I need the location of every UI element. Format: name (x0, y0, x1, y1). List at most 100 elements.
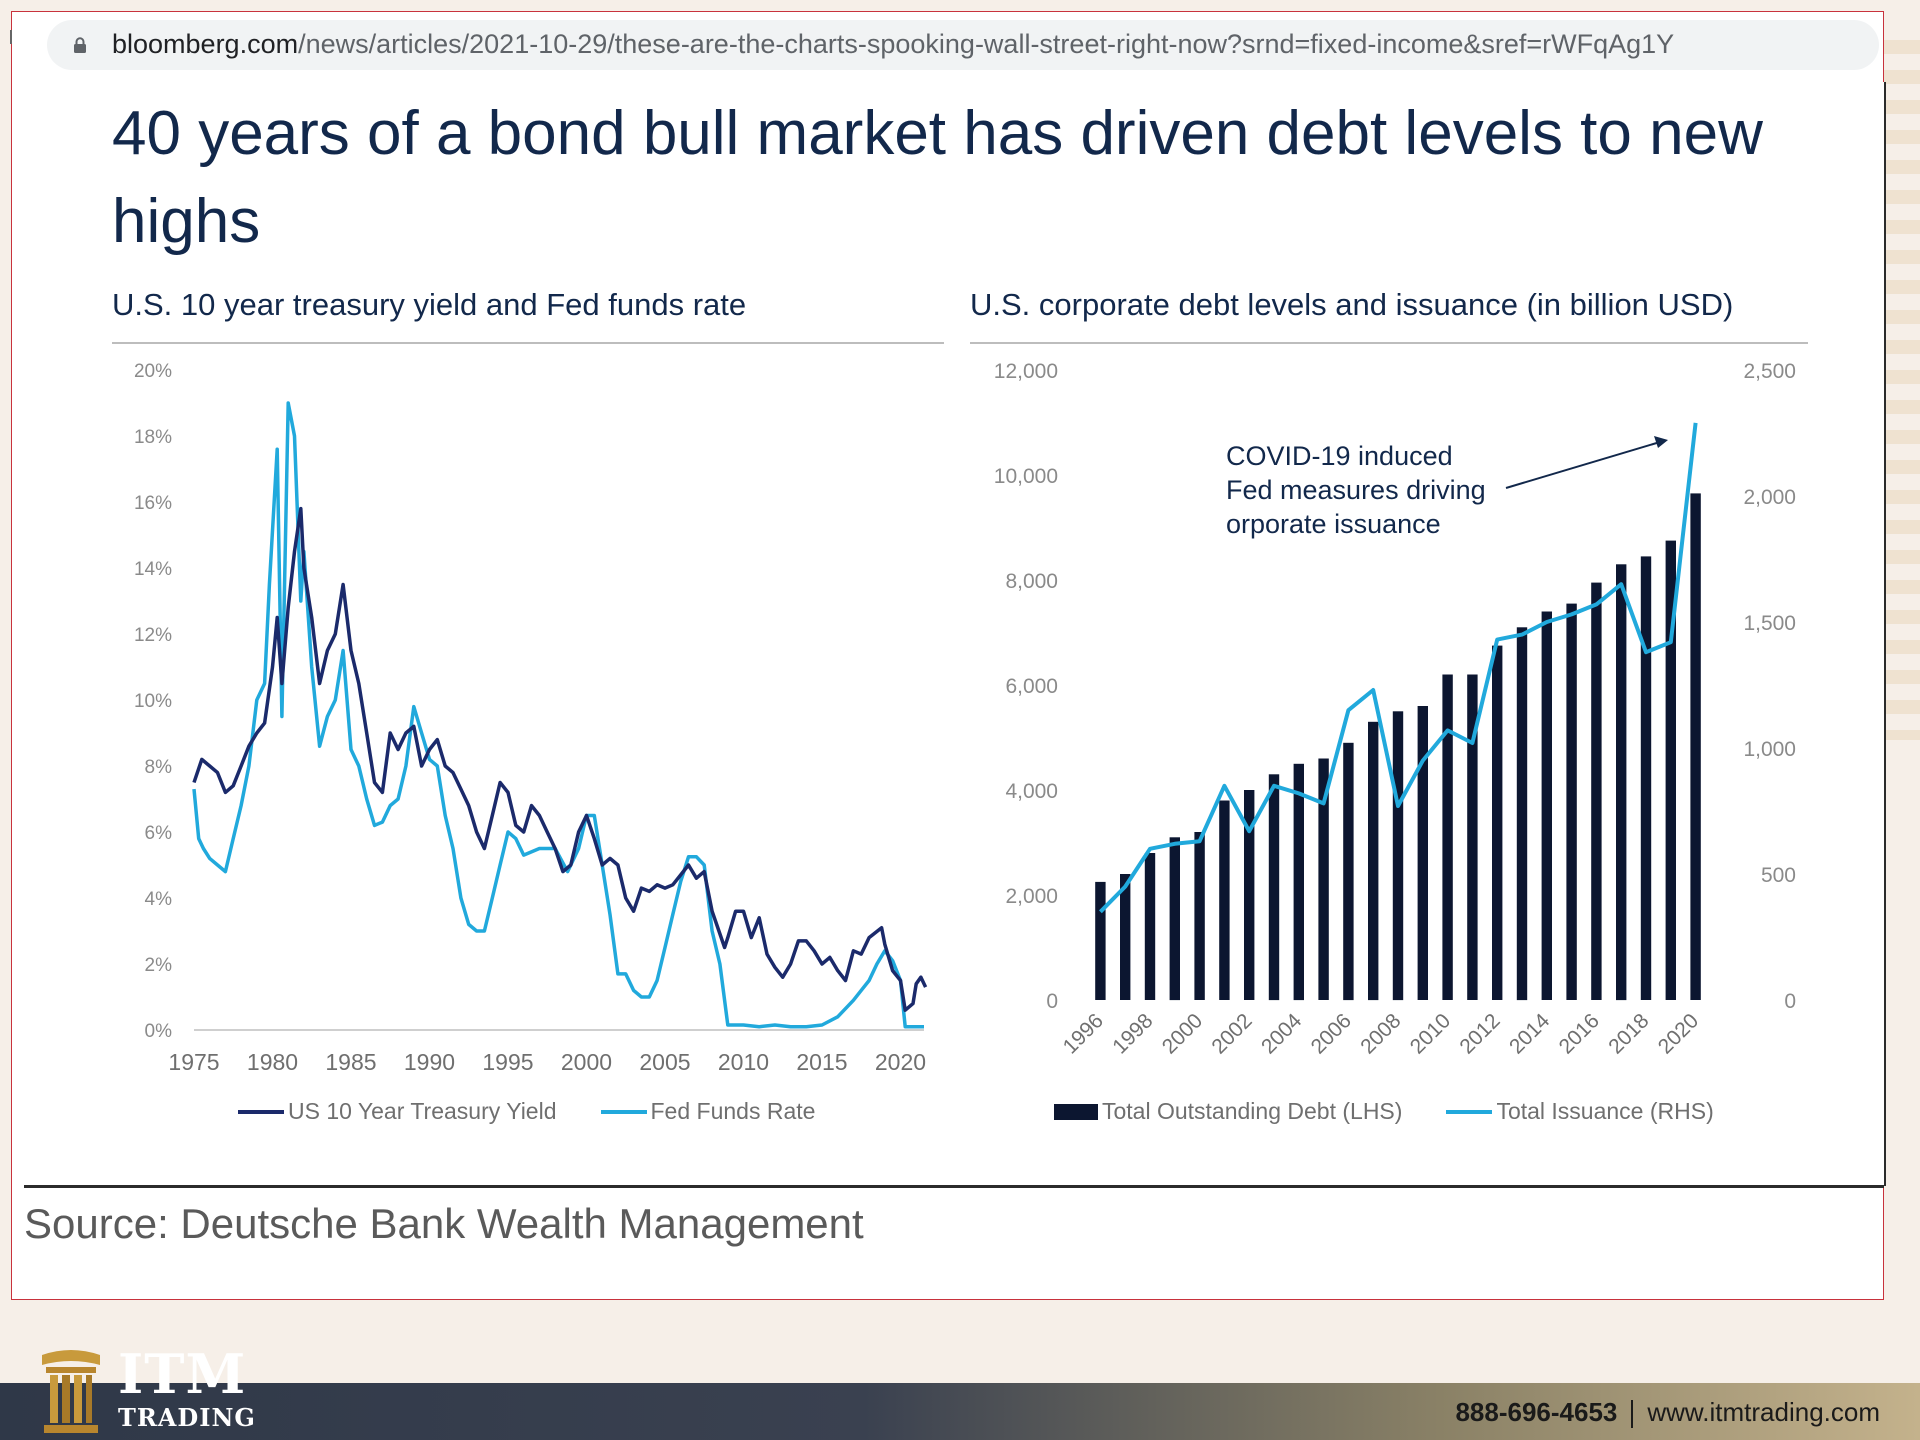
left-y-tick-label: 2,000 (1005, 885, 1058, 908)
y-tick-label: 18% (134, 427, 172, 448)
debt-bar (1318, 758, 1329, 1000)
x-tick-label: 1996 (1059, 1009, 1108, 1058)
right-y-tick-label: 2,500 (1743, 360, 1796, 383)
legend-swatch-issuance (1446, 1109, 1493, 1114)
x-tick-label: 2006 (1307, 1009, 1356, 1058)
debt-bar (1566, 603, 1577, 1000)
legend-label-fed-funds: Fed Funds Rate (650, 1098, 816, 1124)
y-tick-label: 12% (134, 625, 172, 646)
right-y-tick-label: 1,500 (1743, 612, 1796, 635)
x-tick-label: 2002 (1207, 1009, 1256, 1058)
left-chart-legend: US 10 Year Treasury Yield Fed Funds Rate (238, 1098, 815, 1125)
y-tick-label: 20% (134, 361, 172, 382)
x-tick-label: 2014 (1505, 1009, 1555, 1059)
debt-bar (1665, 540, 1676, 1000)
tab-edge-mark (10, 30, 12, 44)
footer-bar (0, 1383, 1920, 1440)
url-path: /news/articles/2021-10-29/these-are-the-… (298, 29, 1675, 59)
x-tick-label: 1990 (404, 1049, 455, 1075)
legend-label-outstanding-debt: Total Outstanding Debt (LHS) (1102, 1098, 1403, 1124)
x-tick-label: 2016 (1555, 1009, 1604, 1058)
website-link[interactable]: www.itmtrading.com (1647, 1397, 1880, 1427)
debt-bar (1244, 790, 1255, 1000)
phone-number: 888-696-4653 (1455, 1397, 1618, 1427)
itm-brand: ITM TRADING (118, 1344, 256, 1432)
left-y-tick-label: 12,000 (994, 360, 1058, 383)
x-tick-label: 1998 (1108, 1009, 1157, 1058)
debt-bar (1194, 832, 1205, 1000)
left-y-tick-label: 0 (1046, 990, 1058, 1013)
left-chart-title-rule (112, 342, 944, 344)
right-y-tick-label: 0 (1784, 990, 1796, 1013)
x-tick-label: 2020 (1654, 1009, 1703, 1058)
notes-divider (24, 1185, 1884, 1188)
lock-icon (74, 37, 86, 53)
footer-contact: 888-696-4653 www.itmtrading.com (1455, 1397, 1880, 1429)
debt-bar (1690, 493, 1701, 1000)
contact-separator (1631, 1400, 1634, 1429)
legend-label-treasury: US 10 Year Treasury Yield (288, 1098, 557, 1124)
y-tick-label: 6% (145, 823, 173, 844)
y-tick-label: 4% (145, 889, 173, 910)
right-y-tick-label: 2,000 (1743, 486, 1796, 509)
source-caption: Source: Deutsche Bank Wealth Management (24, 1200, 864, 1247)
browser-url-bar[interactable]: bloomberg.com/news/articles/2021-10-29/t… (47, 20, 1879, 70)
brand-name: ITM (118, 1342, 247, 1406)
y-tick-label: 2% (145, 955, 173, 976)
debt-bar (1293, 763, 1304, 1001)
x-tick-label: 2004 (1257, 1009, 1307, 1059)
debt-bar (1368, 721, 1379, 1001)
legend-swatch-fed-funds (600, 1109, 647, 1114)
left-y-tick-label: 6,000 (1005, 675, 1058, 698)
debt-bar (1169, 837, 1180, 1001)
debt-bar (1120, 874, 1131, 1000)
debt-bar (1516, 627, 1528, 1001)
x-tick-label: 2005 (639, 1049, 690, 1075)
x-tick-label: 1980 (247, 1049, 298, 1075)
x-tick-label: 2010 (718, 1049, 769, 1075)
debt-bar (1492, 645, 1503, 1000)
url-text: bloomberg.com/news/articles/2021-10-29/t… (112, 29, 1674, 60)
x-tick-label: 2008 (1356, 1009, 1405, 1058)
y-tick-label: 16% (134, 493, 172, 514)
x-tick-label: 2012 (1455, 1009, 1504, 1058)
debt-bar (1467, 674, 1478, 1000)
x-tick-label: 1975 (168, 1049, 219, 1075)
right-y-tick-label: 500 (1761, 864, 1796, 887)
debt-bar (1591, 582, 1602, 1000)
debt-bar (1640, 556, 1652, 1000)
decorative-edge-pattern (1880, 40, 1920, 740)
debt-bar (1392, 711, 1404, 1001)
debt-bar (1268, 774, 1280, 1001)
y-tick-label: 10% (134, 691, 172, 712)
treasury-yield-line (192, 506, 928, 1012)
y-tick-label: 14% (134, 559, 172, 580)
covid-annotation: COVID-19 induced Fed measures driving orp… (1226, 441, 1493, 539)
fed-funds-rate-line (192, 401, 924, 1029)
debt-bar (1541, 611, 1552, 1000)
y-tick-label: 0% (145, 1021, 173, 1042)
x-tick-label: 2015 (796, 1049, 847, 1075)
right-y-tick-label: 1,000 (1743, 738, 1796, 761)
debt-bar (1219, 800, 1230, 1000)
left-chart-title: U.S. 10 year treasury yield and Fed fund… (112, 287, 747, 322)
debt-bar (1417, 706, 1428, 1000)
right-chart-legend: Total Outstanding Debt (LHS) Total Issua… (1054, 1098, 1714, 1125)
left-y-tick-label: 10,000 (994, 465, 1058, 488)
right-chart-title-rule (970, 342, 1808, 344)
debt-bar (1095, 881, 1106, 1000)
x-tick-label: 2010 (1406, 1009, 1455, 1058)
x-tick-label: 2020 (875, 1049, 926, 1075)
annotation-arrowhead (1654, 436, 1668, 448)
right-chart-title: U.S. corporate debt levels and issuance … (970, 287, 1734, 322)
url-domain: bloomberg.com (112, 29, 299, 59)
x-tick-label: 1995 (482, 1049, 533, 1075)
x-tick-label: 2000 (1158, 1009, 1207, 1058)
treasury-fed-funds-chart: 0% 2% 4% 6% 8% 10% 12% 14% 16% 18% 20% 1975 1980 1985… (134, 361, 928, 1075)
brand-subtitle: TRADING (118, 1403, 256, 1432)
legend-swatch-treasury (238, 1109, 284, 1114)
page-title: 40 years of a bond bull market has drive… (112, 99, 1763, 256)
itm-pillar-logo-icon (42, 1350, 100, 1433)
legend-swatch-outstanding-debt (1054, 1103, 1098, 1120)
x-tick-label: 2000 (561, 1049, 612, 1075)
